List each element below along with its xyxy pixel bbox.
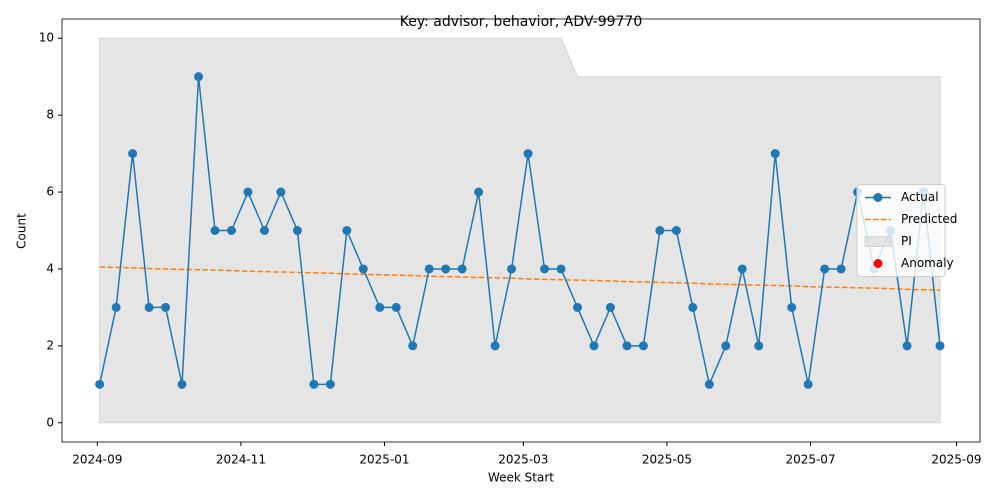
data-point	[95, 379, 105, 389]
data-point	[820, 264, 830, 274]
y-tick-label: 10	[39, 31, 54, 45]
data-point	[655, 226, 665, 235]
data-point	[391, 302, 401, 312]
data-point	[605, 302, 615, 312]
data-point	[704, 379, 714, 389]
y-tick-label: 2	[46, 338, 54, 352]
data-point	[787, 302, 797, 312]
x-tick-label: 2025-07	[785, 453, 835, 467]
data-point	[408, 341, 418, 351]
y-tick-label: 4	[46, 261, 54, 275]
data-point	[935, 341, 945, 351]
data-point	[556, 264, 566, 274]
data-point	[490, 341, 500, 351]
y-tick-label: 0	[46, 415, 54, 429]
series-line	[98, 76, 941, 387]
data-point	[161, 302, 171, 312]
data-point	[572, 302, 582, 312]
data-point	[589, 341, 599, 351]
legend: Actual Predicted PI Anomaly	[856, 184, 957, 277]
data-point	[111, 302, 121, 312]
data-point	[474, 187, 484, 197]
data-point	[737, 264, 747, 274]
data-point	[803, 379, 813, 389]
x-tick-label: 2024-09	[72, 453, 122, 467]
data-point	[210, 226, 220, 235]
data-point	[424, 264, 434, 274]
x-tick-label: 2024-11	[216, 453, 266, 467]
x-tick-label: 2025-03	[498, 453, 548, 467]
data-point	[194, 72, 204, 82]
data-point	[358, 264, 368, 274]
data-point	[177, 379, 187, 389]
data-point	[144, 302, 154, 312]
x-tick-label: 2025-09	[931, 453, 981, 467]
data-point	[325, 379, 335, 389]
data-point	[523, 149, 533, 159]
y-axis-label: Count	[15, 213, 29, 249]
legend-swatch	[873, 259, 883, 268]
x-axis-label: Week Start	[488, 471, 554, 485]
x-tick-label: 2025-01	[359, 453, 409, 467]
data-point	[276, 187, 286, 197]
data-point	[902, 341, 912, 351]
data-point	[688, 302, 698, 312]
data-point	[540, 264, 550, 274]
data-point	[457, 264, 467, 274]
data-point	[836, 264, 846, 274]
chart-title: Key: advisor, behavior, ADV-99770	[400, 14, 643, 30]
axes-frame	[61, 18, 981, 443]
data-point	[622, 341, 632, 351]
data-point	[375, 302, 385, 312]
y-tick-label: 6	[46, 185, 54, 199]
legend-swatch	[864, 236, 892, 247]
legend-swatch	[873, 193, 883, 202]
data-point	[226, 226, 236, 235]
y-tick-label: 8	[46, 108, 54, 122]
legend-label: PI	[901, 234, 912, 248]
legend-label: Anomaly	[901, 256, 954, 270]
plot-area	[95, 37, 945, 424]
data-point	[128, 149, 138, 159]
data-point	[342, 226, 352, 235]
x-tick-label: 2025-05	[642, 453, 692, 467]
data-point	[309, 379, 319, 389]
data-point	[243, 187, 253, 197]
series-line	[99, 266, 941, 291]
legend-box	[856, 184, 946, 277]
data-point	[671, 226, 681, 235]
data-point	[259, 226, 269, 235]
data-point	[292, 226, 302, 235]
data-point	[754, 341, 764, 351]
data-point	[441, 264, 451, 274]
data-point	[638, 341, 648, 351]
data-point	[507, 264, 517, 274]
legend-label: Actual	[901, 190, 939, 204]
legend-label: Predicted	[901, 212, 957, 226]
data-point	[770, 149, 780, 159]
data-point	[721, 341, 731, 351]
